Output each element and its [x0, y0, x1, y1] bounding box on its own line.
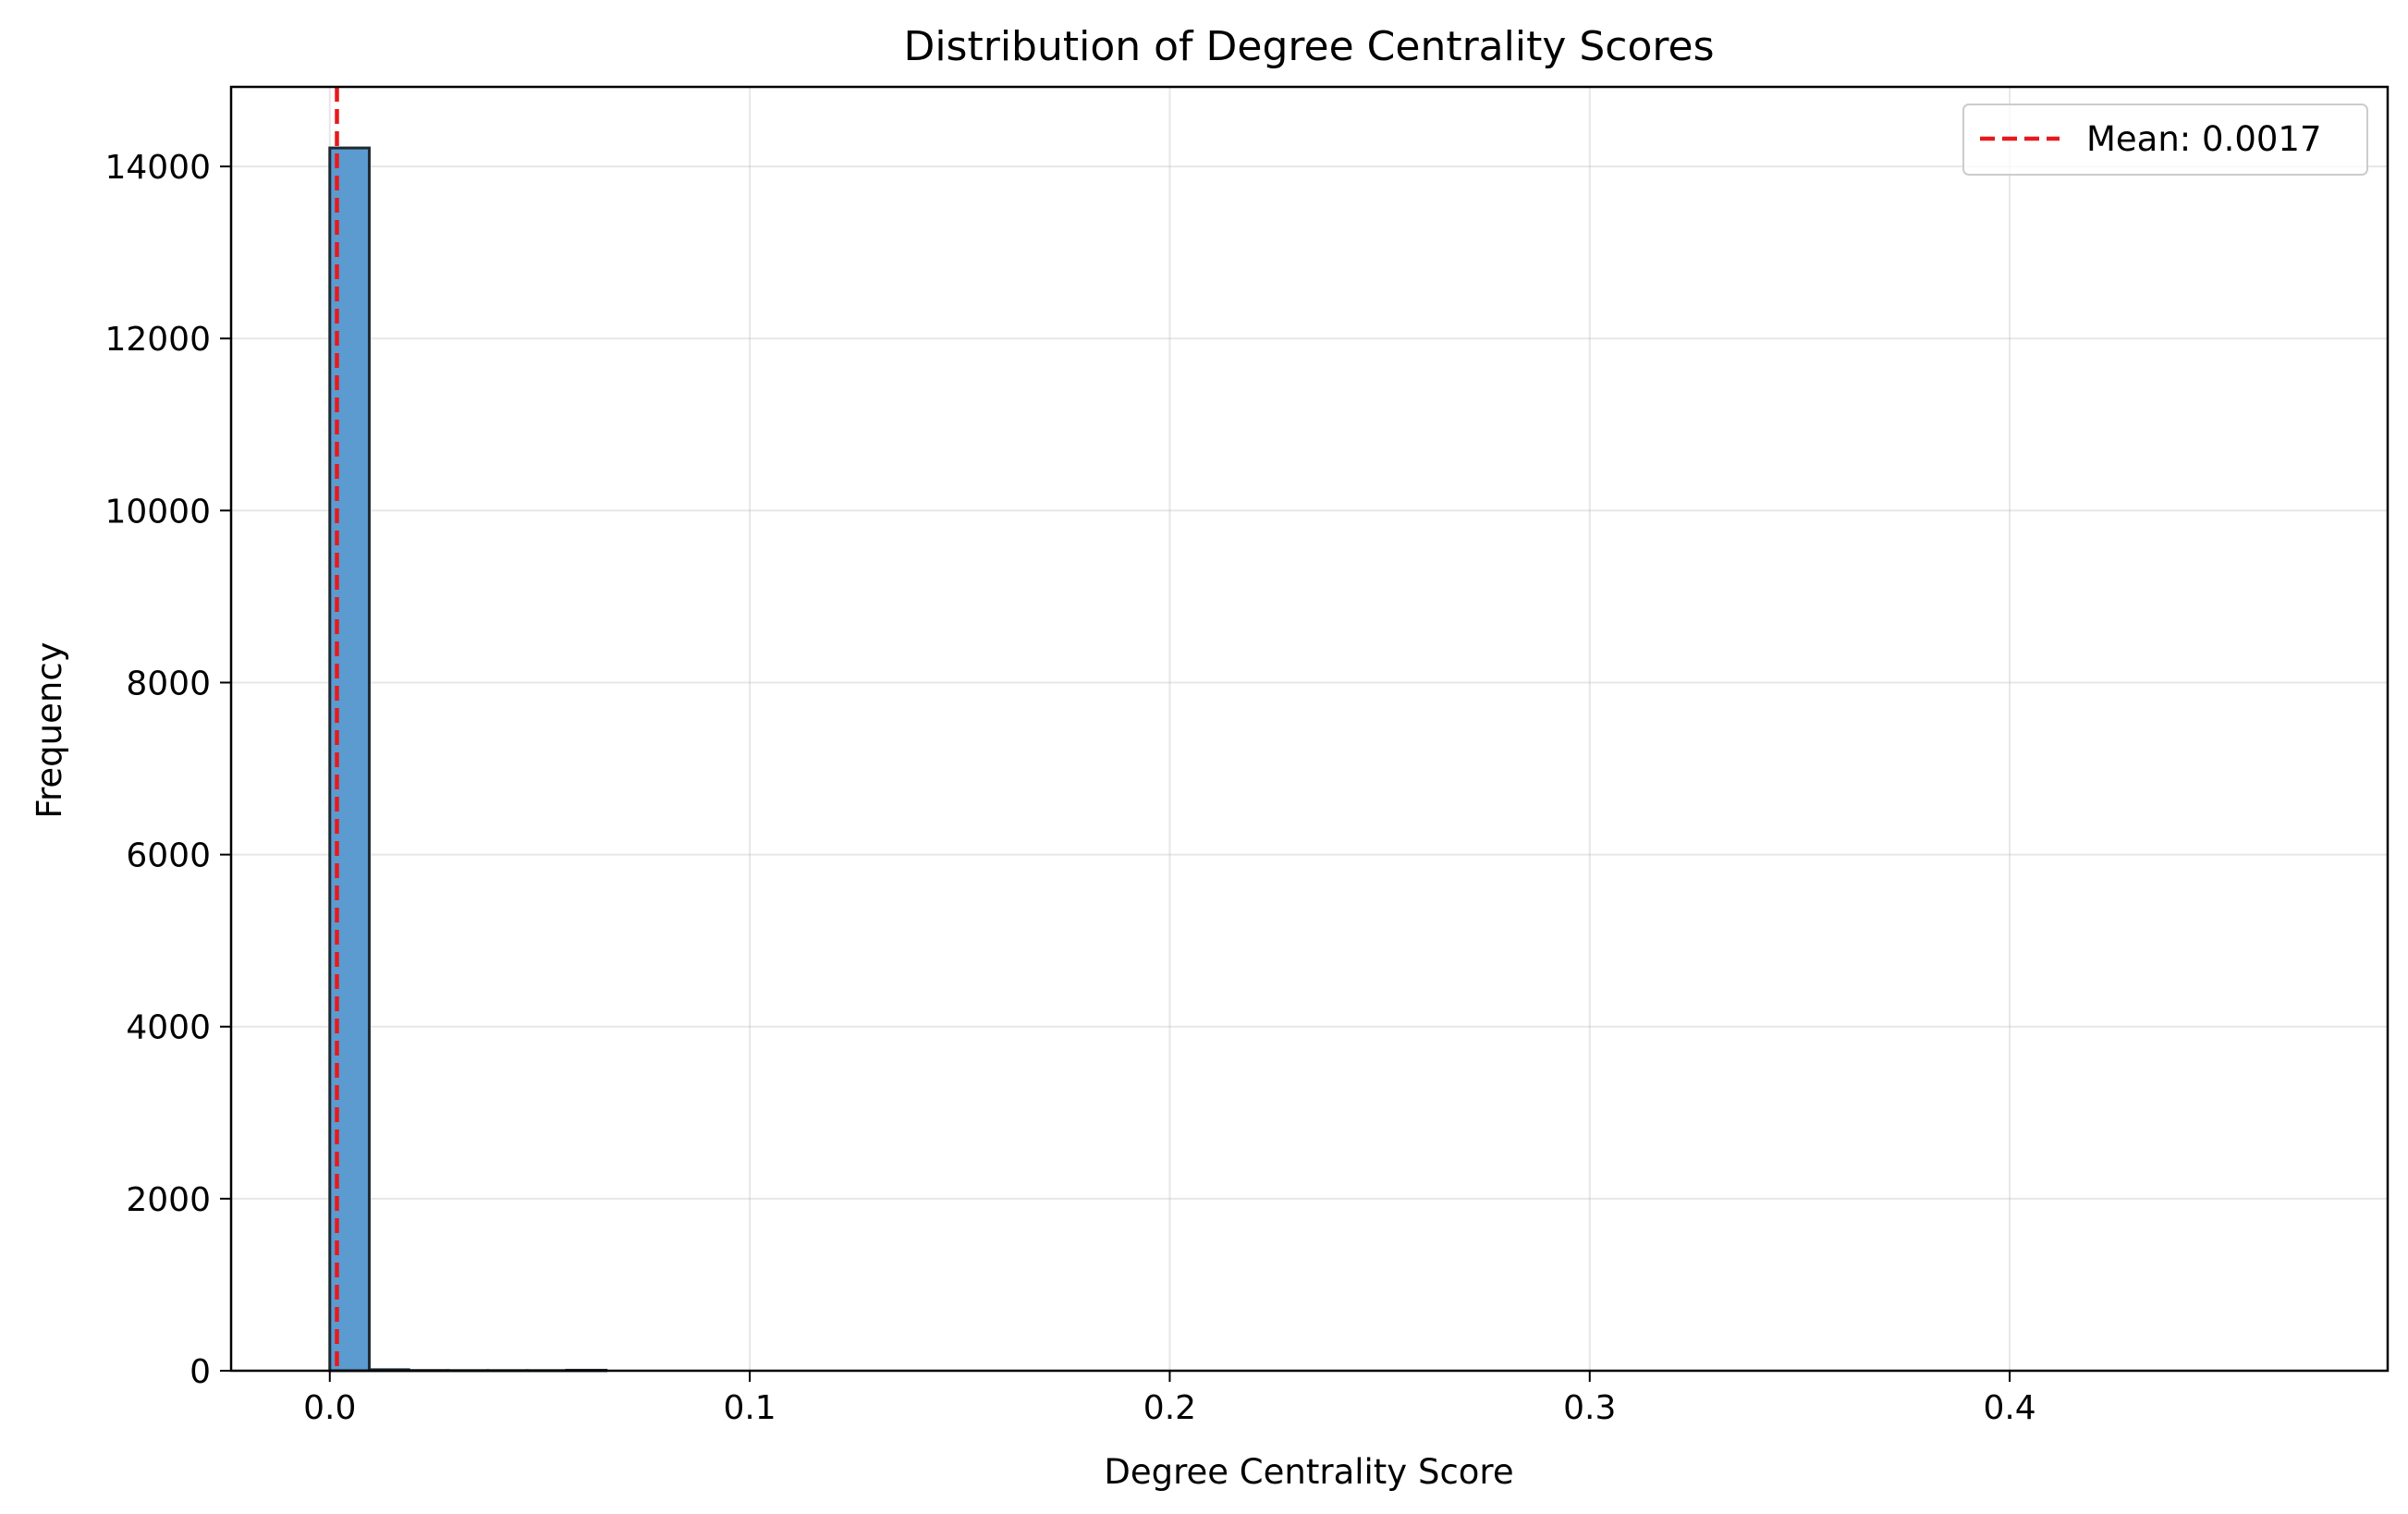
x-tick-label: 0.2	[1143, 1389, 1196, 1427]
y-axis-label: Frequency	[30, 641, 69, 818]
axes-frame	[229, 85, 2390, 1373]
x-axis-label: Degree Centrality Score	[1104, 1452, 1513, 1492]
x-tick-label: 0.1	[723, 1389, 776, 1427]
y-tick-label: 10000	[104, 493, 211, 531]
y-tick-label: 14000	[104, 149, 211, 187]
y-tick-label: 2000	[126, 1181, 211, 1219]
legend-mean-label: Mean: 0.0017	[2086, 119, 2322, 159]
legend-box	[1962, 104, 2368, 176]
y-tick-label: 0	[189, 1353, 211, 1391]
y-tick-label: 4000	[126, 1009, 211, 1047]
x-tick-label: 0.4	[1983, 1389, 2035, 1427]
y-tick-label: 8000	[126, 665, 211, 702]
chart-title: Distribution of Degree Centrality Scores	[903, 23, 1714, 70]
legend: Mean: 0.0017	[1962, 104, 2368, 176]
y-tick-label: 12000	[104, 321, 211, 359]
y-tick-label: 6000	[126, 837, 211, 875]
x-tick-label: 0.3	[1563, 1389, 1616, 1427]
x-tick-label: 0.0	[303, 1389, 356, 1427]
